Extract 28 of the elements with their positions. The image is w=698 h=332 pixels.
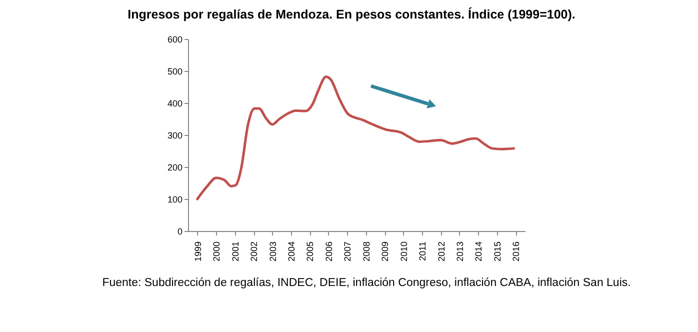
- x-tick-label: 2016: [511, 242, 522, 262]
- x-tick-label: 2010: [398, 242, 409, 262]
- x-tick-label: 2012: [436, 242, 446, 262]
- x-tick-label: 2004: [286, 242, 296, 262]
- y-tick-label: 300: [167, 130, 182, 140]
- y-tick-label: 400: [167, 98, 182, 108]
- x-tick-label: 2007: [342, 242, 353, 262]
- x-tick-label: 2001: [230, 242, 240, 262]
- line-series: [196, 76, 516, 200]
- x-tick-label: 2003: [268, 242, 278, 262]
- source-note: Fuente: Subdirección de regalías, INDEC, DEIE, inflación Congreso, inflación CABA, inflación San Luis.: [102, 277, 631, 289]
- x-tick-label: 2005: [305, 242, 316, 262]
- y-tick-label: 100: [167, 194, 182, 204]
- x-tick-label: 2006: [324, 242, 334, 262]
- x-tick-label: 2011: [418, 242, 428, 261]
- y-tick-label: 600: [167, 34, 182, 44]
- x-tick-label: 2015: [492, 242, 502, 262]
- x-tick-label: 2009: [380, 242, 390, 262]
- x-tick-label: 2008: [361, 242, 372, 262]
- y-tick-label: 0: [177, 226, 182, 236]
- x-tick-label: 2000: [212, 242, 222, 262]
- x-tick-label: 2014: [474, 242, 484, 262]
- x-tick-label: 1999: [192, 242, 203, 262]
- chart-title: Ingresos por regalías de Mendoza. En pesos constantes. Índice (1999=100).: [128, 6, 576, 22]
- x-tick-label: 2002: [249, 242, 260, 262]
- y-tick-label: 200: [167, 162, 182, 172]
- y-tick-label: 500: [167, 66, 182, 76]
- x-tick-label: 2013: [454, 242, 465, 262]
